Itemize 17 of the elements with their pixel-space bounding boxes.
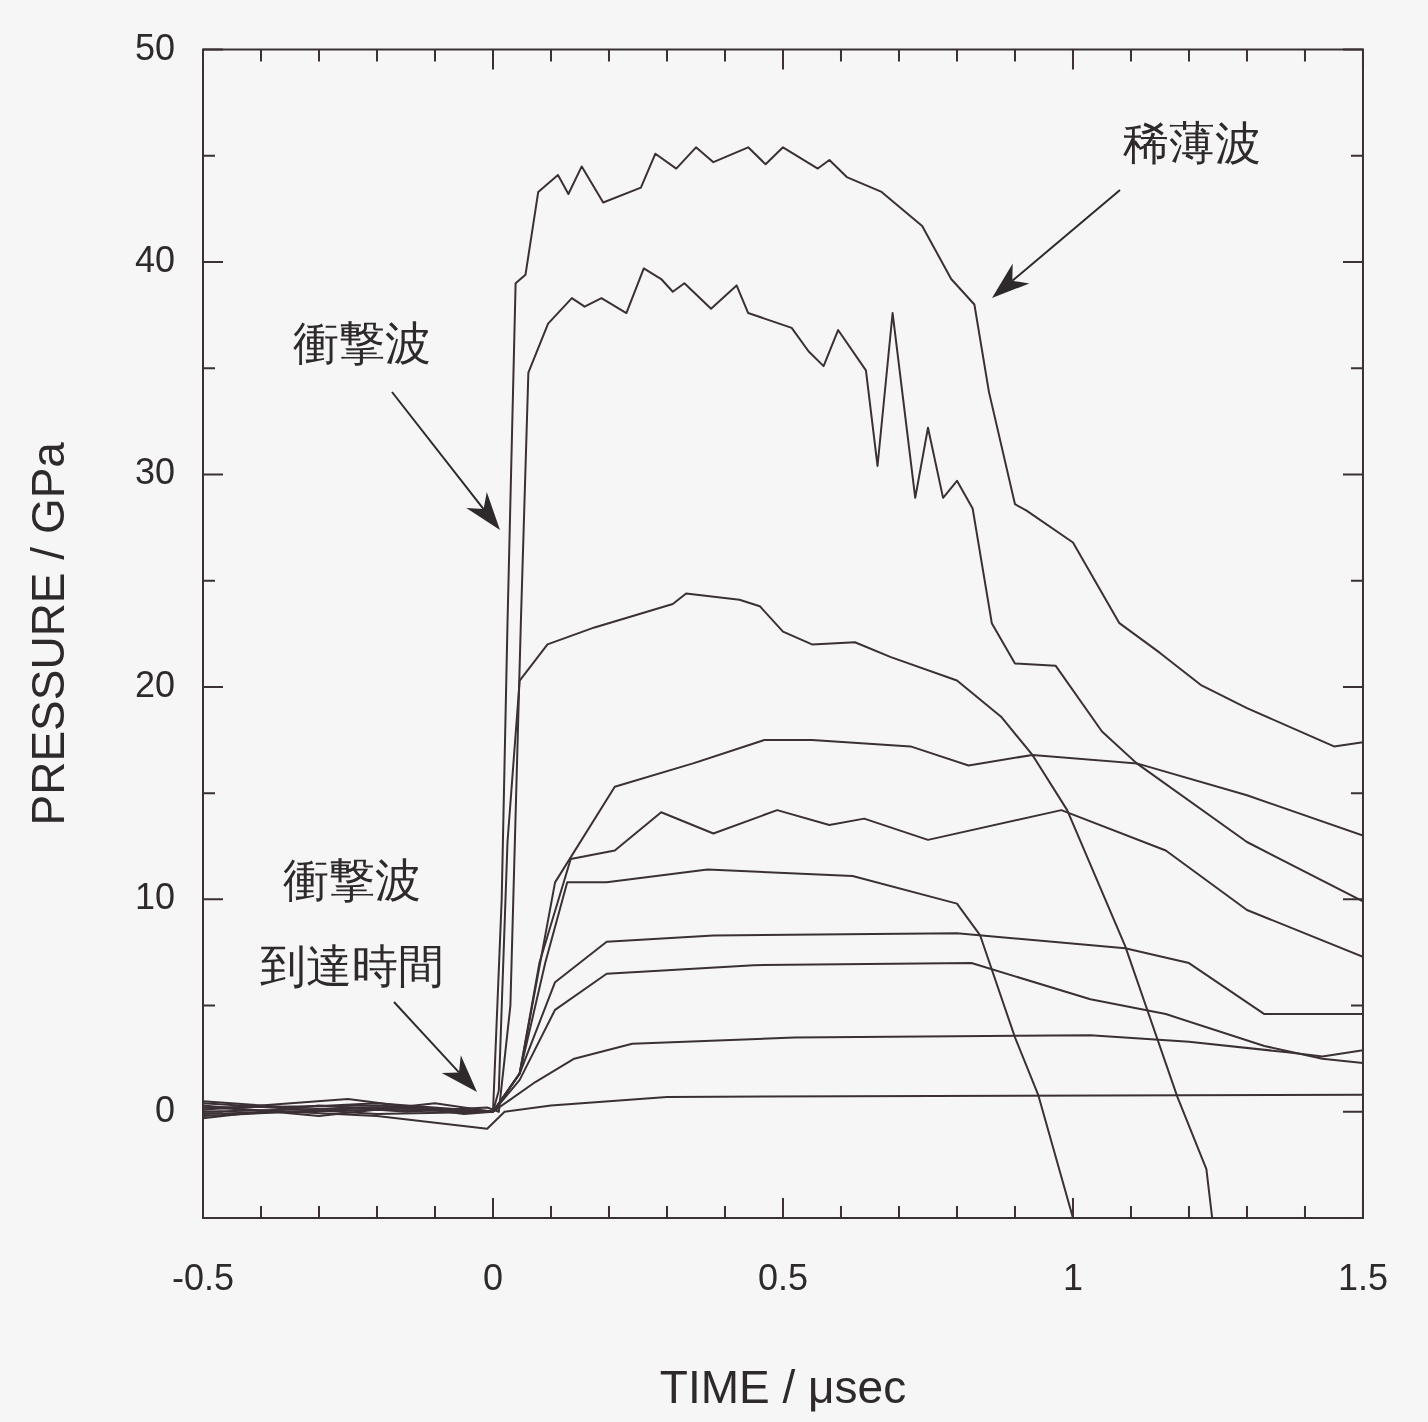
x-tick-label: 1.5 — [1337, 1256, 1388, 1298]
annotation: 稀薄波 — [1123, 115, 1261, 172]
x-tick-label: -0.5 — [171, 1256, 235, 1298]
x-tick-label: 1 — [1062, 1256, 1083, 1298]
y-tick-label: 40 — [134, 238, 175, 280]
y-tick-label: 0 — [154, 1088, 175, 1130]
x-axis-title: TIME / μsec — [659, 1361, 907, 1414]
y-tick-label: 20 — [134, 663, 175, 705]
y-tick-label: 30 — [134, 451, 175, 493]
y-tick-label: 50 — [134, 26, 175, 68]
annotation: 到達時間 — [260, 938, 444, 995]
y-axis-title: PRESSURE / GPa — [22, 441, 75, 826]
x-tick-label: 0 — [482, 1256, 504, 1298]
y-tick-label: 10 — [134, 876, 175, 918]
annotation: 衝撃波 — [293, 315, 431, 372]
x-tick-label: 0.5 — [757, 1256, 809, 1298]
annotation: 衝撃波 — [283, 852, 421, 909]
